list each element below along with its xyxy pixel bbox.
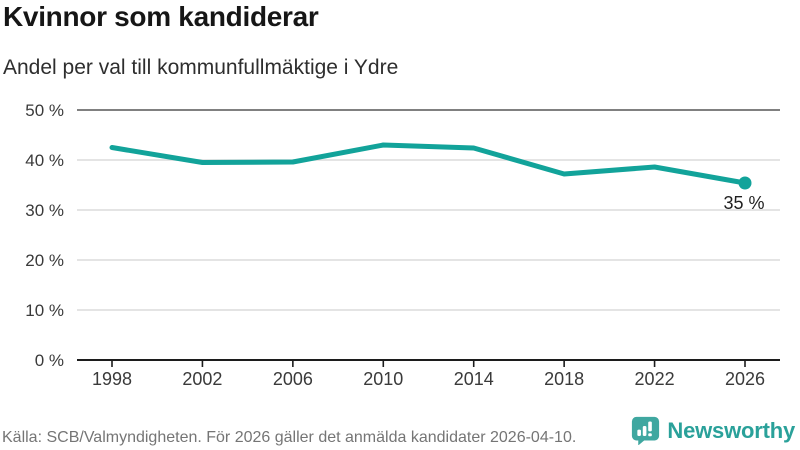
x-tick-label: 2006 <box>273 369 313 389</box>
data-line <box>109 142 748 186</box>
y-tick-label: 40 % <box>25 151 64 170</box>
source-text: Källa: SCB/Valmyndigheten. För 2026 gäll… <box>2 429 577 446</box>
newsworthy-logo-icon <box>632 416 660 445</box>
x-tick-label: 2026 <box>725 369 765 389</box>
brand-name: Newsworthy <box>667 417 795 443</box>
x-tick-label: 1998 <box>92 369 132 389</box>
end-point-marker <box>738 176 752 190</box>
x-tick-label: 2014 <box>454 369 494 389</box>
y-tick-label: 50 % <box>25 101 64 120</box>
y-tick-label: 30 % <box>25 201 64 220</box>
y-tick-label: 0 % <box>35 351 64 370</box>
y-tick-label: 20 % <box>25 251 64 270</box>
x-tick-label: 2022 <box>635 369 675 389</box>
brand-block: Newsworthy <box>631 416 795 445</box>
x-tick-label: 2018 <box>544 369 584 389</box>
end-value-label: 35 % <box>723 193 764 213</box>
chart-subtitle: Andel per val till kommunfullmäktige i Y… <box>3 56 399 79</box>
chart-title: Kvinnor som kandiderar <box>3 1 319 32</box>
x-tick-label: 2002 <box>182 369 222 389</box>
y-tick-label: 10 % <box>25 301 64 320</box>
x-tick-label: 2010 <box>363 369 403 389</box>
